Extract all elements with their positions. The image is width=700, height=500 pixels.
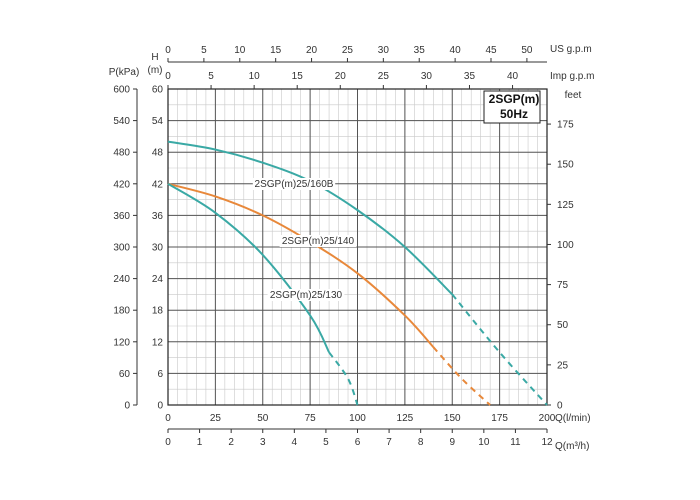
x-imp-tick-label: 40 [507, 71, 519, 82]
y-kpa-tick-label: 480 [113, 148, 130, 159]
y-kpa-tick-label: 360 [113, 211, 130, 222]
y-kpa-tick-label: 60 [119, 369, 131, 380]
x-lpm-tick-label: 25 [210, 413, 222, 424]
x-m3h-tick-label: 3 [260, 437, 266, 448]
y-m-tick-label: 36 [152, 211, 164, 222]
x-m3h-tick-label: 2 [228, 437, 234, 448]
y-m-tick-label: 60 [152, 85, 164, 96]
x-m3h-tick-label: 8 [418, 437, 424, 448]
x-m3h-tick-label: 6 [355, 437, 361, 448]
y-kpa-tick-label: 420 [113, 179, 130, 190]
y-m-tick-label: 0 [157, 401, 163, 412]
x-us-tick-label: 20 [306, 45, 318, 56]
y-kpa-tick-label: 240 [113, 274, 130, 285]
y-m-tick-label: 30 [152, 243, 164, 254]
x-us-tick-label: 45 [485, 45, 497, 56]
y-kpa-tick-label: 180 [113, 306, 130, 317]
y-kpa-tick-label: 0 [124, 401, 130, 412]
x-us-tick-label: 25 [342, 45, 354, 56]
chart-title: 2SGP(m) [489, 92, 540, 106]
y-feet-tick-label: 175 [557, 120, 574, 131]
y-m-axis-label-top: H [151, 52, 158, 63]
x-us-tick-label: 35 [414, 45, 426, 56]
x-lpm-tick-label: 125 [397, 413, 414, 424]
y-kpa-tick-label: 120 [113, 337, 130, 348]
y-m-axis-label-bottom: (m) [148, 65, 163, 76]
x-imp-axis-label: Imp g.p.m [550, 71, 594, 82]
x-m3h-tick-label: 0 [165, 437, 171, 448]
y-feet-tick-label: 150 [557, 160, 574, 171]
y-m-tick-label: 18 [152, 306, 164, 317]
y-m-tick-label: 6 [157, 369, 163, 380]
chart-series: 2SGP(m)25/160B 2SGP(m)25/140 2SGP(m)25/130 [167, 140, 548, 406]
x-us-tick-label: 5 [201, 45, 207, 56]
x-imp-tick-label: 15 [292, 71, 304, 82]
y-m-tick-label: 12 [152, 337, 164, 348]
x-imp-tick-label: 5 [208, 71, 214, 82]
y-feet-tick-label: 50 [557, 320, 569, 331]
x-m3h-axis-label: Q(m³/h) [555, 441, 589, 452]
x-imp-tick-label: 35 [464, 71, 476, 82]
series-label-bg [267, 289, 345, 301]
x-lpm-tick-label: 75 [305, 413, 317, 424]
series-label-bg [279, 235, 357, 247]
x-lpm-tick-label: 200 [539, 413, 556, 424]
x-m3h-tick-label: 9 [449, 437, 455, 448]
series-curve-solid [167, 182, 330, 353]
x-lpm-tick-label: 150 [444, 413, 461, 424]
x-imp-tick-label: 20 [335, 71, 347, 82]
x-us-axis-label: US g.p.m [550, 44, 592, 55]
x-us-tick-label: 30 [378, 45, 390, 56]
y-feet-tick-label: 125 [557, 200, 574, 211]
x-lpm-tick-label: 0 [165, 413, 171, 424]
series-curve-dashed [328, 351, 359, 406]
y-m-tick-label: 54 [152, 116, 164, 127]
x-m3h-tick-label: 12 [541, 437, 553, 448]
x-imp-tick-label: 25 [378, 71, 390, 82]
y-kpa-tick-label: 300 [113, 243, 130, 254]
x-imp-tick-label: 0 [165, 71, 171, 82]
x-imp-tick-label: 10 [249, 71, 261, 82]
y-m-tick-label: 48 [152, 148, 164, 159]
x-lpm-tick-label: 100 [349, 413, 366, 424]
chart-subtitle: 50Hz [500, 107, 528, 121]
y-feet-tick-label: 100 [557, 240, 574, 251]
y-feet-tick-label: 25 [557, 360, 569, 371]
x-imp-tick-label: 30 [421, 71, 433, 82]
x-lpm-axis-label: Q(l/min) [555, 413, 591, 424]
y-feet-tick-label: 0 [557, 401, 563, 412]
y-m-tick-label: 42 [152, 179, 164, 190]
y-m-tick-label: 24 [152, 274, 164, 285]
y-feet-tick-label: 75 [557, 280, 569, 291]
y-feet-axis-label: feet [565, 90, 582, 101]
x-us-tick-label: 50 [521, 45, 533, 56]
title-box [483, 90, 541, 124]
x-us-tick-label: 10 [234, 45, 246, 56]
y-kpa-tick-label: 540 [113, 116, 130, 127]
series-label: 2SGP(m)25/130 [270, 290, 343, 301]
x-m3h-tick-label: 1 [197, 437, 203, 448]
series-label: 2SGP(m)25/140 [282, 236, 355, 247]
chart-grid [167, 88, 548, 406]
y-kpa-axis-label: P(kPa) [109, 67, 140, 78]
y-kpa-tick-label: 600 [113, 85, 130, 96]
x-m3h-tick-label: 4 [292, 437, 298, 448]
chart-axes: 0612182430364248546006012018024030036042… [113, 45, 574, 448]
x-m3h-tick-label: 7 [386, 437, 392, 448]
x-m3h-tick-label: 11 [510, 437, 521, 448]
x-lpm-tick-label: 50 [257, 413, 269, 424]
x-m3h-tick-label: 5 [323, 437, 329, 448]
x-us-tick-label: 40 [450, 45, 462, 56]
series-label: 2SGP(m)25/160B [255, 179, 334, 190]
x-m3h-tick-label: 10 [478, 437, 490, 448]
series-label-bg [252, 178, 336, 190]
x-us-tick-label: 15 [270, 45, 282, 56]
x-us-tick-label: 0 [165, 45, 171, 56]
x-lpm-tick-label: 175 [491, 413, 508, 424]
